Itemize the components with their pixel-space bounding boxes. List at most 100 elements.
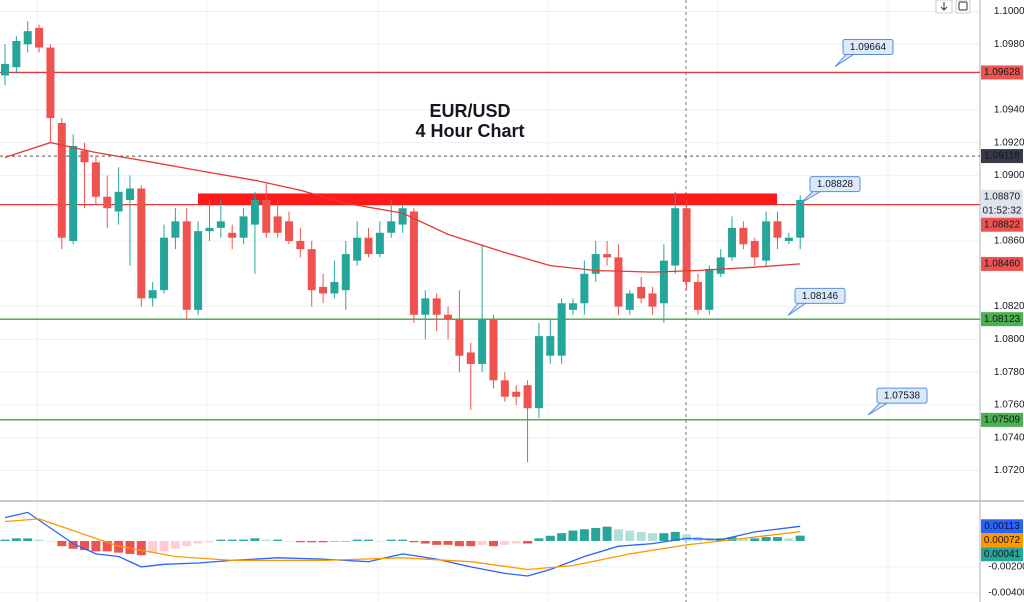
price-badge — [981, 312, 1023, 327]
candle-body — [364, 237, 373, 255]
indicator-line — [4, 141, 801, 273]
candle-body — [307, 249, 316, 291]
candle-body — [591, 254, 600, 274]
candle-body — [557, 303, 566, 356]
macd-histogram-bar — [57, 540, 67, 547]
price-badge — [981, 533, 1023, 548]
candle-body — [693, 281, 702, 310]
macd-histogram-bar — [329, 540, 339, 542]
callout-pointer — [834, 53, 856, 67]
macd-histogram-bar — [136, 540, 146, 556]
macd-histogram-bar — [613, 529, 623, 541]
price-badge — [981, 412, 1023, 427]
candle-body — [580, 273, 589, 304]
countdown-label: 01:52:32 — [983, 205, 1022, 216]
candle-body — [421, 298, 430, 315]
candle-body — [205, 227, 214, 232]
callout-box — [876, 387, 928, 404]
price-badge-label: 0.00113 — [984, 521, 1020, 532]
scroll-icon — [940, 2, 948, 11]
y-tick-label: 1.08200 — [994, 301, 1024, 312]
candle-body — [148, 290, 157, 299]
candle-body — [273, 216, 282, 233]
candle-body — [569, 303, 577, 310]
candle-body — [796, 200, 805, 238]
y-tick-label: 1.09000 — [994, 170, 1024, 181]
price-badge — [981, 217, 1023, 232]
y-tick-label: 1.09800 — [994, 39, 1024, 50]
candle-body — [432, 298, 441, 315]
macd-histogram-bar — [420, 540, 430, 544]
price-badge-label: 1.08460 — [984, 259, 1021, 270]
macd-histogram-bar — [591, 527, 601, 541]
macd-histogram-bar — [102, 540, 112, 552]
macd-histogram-bar — [784, 538, 794, 541]
macd-histogram-bar — [454, 540, 464, 547]
macd-histogram-bar — [648, 533, 658, 541]
y-tick-label: 1.07800 — [994, 367, 1024, 378]
macd-histogram-bar — [250, 538, 260, 541]
macd-histogram-bar — [216, 539, 226, 541]
macd-histogram-bar — [170, 540, 180, 549]
price-badge-label: 1.07509 — [984, 414, 1021, 425]
price-badge-label: 1.09628 — [984, 67, 1021, 78]
candle-body — [12, 40, 21, 68]
candle-body — [57, 122, 66, 238]
macd-histogram-bar — [11, 538, 21, 541]
candle-body — [728, 227, 737, 258]
price-badge-label: 1.09118 — [984, 151, 1020, 162]
y-tick-label: -0.00200 — [988, 562, 1024, 573]
macd-histogram-bar — [477, 540, 487, 545]
price-badge — [981, 519, 1023, 534]
resistance-zone — [198, 193, 777, 205]
macd-histogram-bar — [204, 540, 214, 543]
candle-body — [239, 216, 248, 238]
macd-histogram-bar — [23, 538, 33, 541]
candle-body — [103, 196, 112, 209]
y-tick-label: -0.00400 — [988, 588, 1024, 599]
macd-histogram-bar — [148, 540, 158, 553]
candle-body — [69, 145, 78, 241]
macd-histogram-bar — [488, 540, 498, 547]
macd-histogram-bar — [772, 537, 782, 541]
y-tick-label: 1.09200 — [994, 137, 1024, 148]
macd-histogram-bar — [409, 540, 419, 543]
macd-histogram-bar — [625, 530, 635, 541]
macd-histogram-bar — [443, 540, 453, 545]
candle-body — [250, 200, 259, 225]
fullscreen-icon — [958, 1, 968, 11]
candle-body — [398, 208, 407, 225]
macd-histogram-bar — [45, 540, 55, 542]
chart-subtitle: 4 Hour Chart — [415, 121, 524, 141]
candle-body — [478, 319, 487, 364]
callout-label: 1.07538 — [884, 391, 921, 402]
candle-body — [773, 221, 782, 238]
macd-histogram-bar — [68, 540, 78, 549]
macd-histogram-bar — [761, 537, 771, 541]
candle-body — [46, 47, 55, 119]
candle-body — [1, 63, 9, 76]
macd-histogram-bar — [534, 538, 544, 541]
candle-body — [137, 188, 146, 299]
price-axis: 1.10000 1.09800 1.09400 1.09200 1.09000 1.086… — [981, 6, 1024, 599]
candle-body — [80, 150, 89, 163]
candle-body — [171, 221, 180, 238]
macd-histogram-bar — [511, 540, 521, 544]
candle-body — [648, 293, 657, 307]
macd-histogram-bar — [682, 534, 692, 541]
candle-body — [91, 162, 100, 197]
candle-body — [182, 221, 191, 310]
candle-body — [512, 391, 521, 397]
macd-histogram-bar — [193, 540, 203, 544]
candle-body — [614, 257, 623, 307]
macd-histogram-bar — [341, 540, 351, 542]
macd-histogram-bar — [364, 539, 374, 541]
toolbar — [935, 0, 971, 14]
macd-histogram-bar — [795, 535, 805, 541]
candle-body — [534, 336, 543, 409]
macd-histogram-bar — [295, 540, 305, 543]
candle-body — [285, 221, 293, 241]
price-badge — [981, 65, 1023, 80]
